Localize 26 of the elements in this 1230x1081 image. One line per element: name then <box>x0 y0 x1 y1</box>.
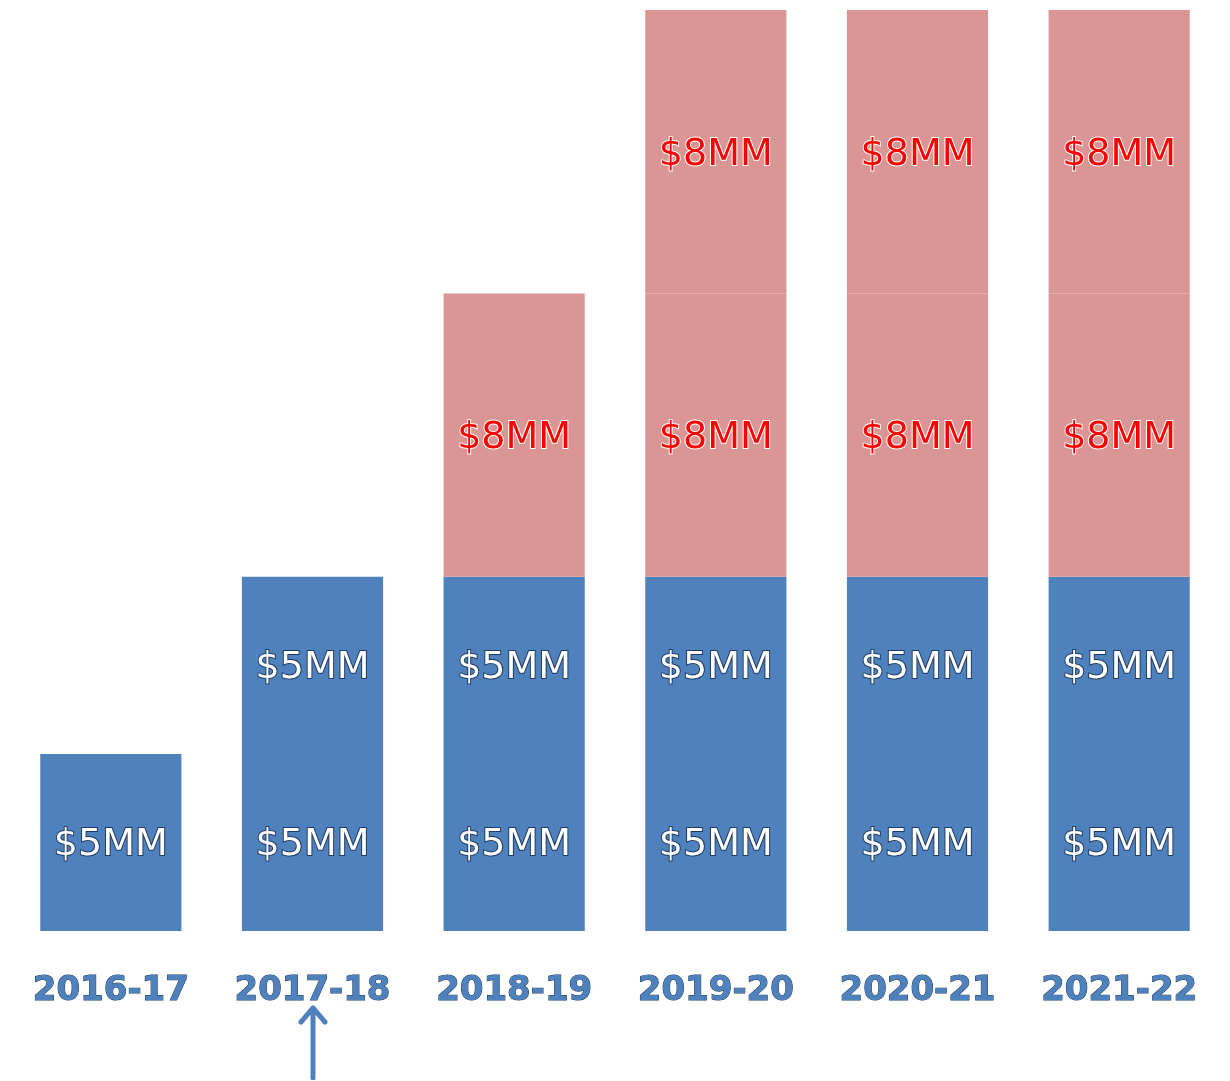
data-label: $8MM <box>860 413 975 458</box>
data-label: $5MM <box>255 643 370 688</box>
data-label: $5MM <box>457 820 572 865</box>
x-tick-label: 2018-19 <box>436 968 593 1008</box>
data-label: $8MM <box>1062 413 1177 458</box>
x-tick-label: 2021-22 <box>1041 968 1198 1008</box>
bar <box>443 293 585 577</box>
data-label: $8MM <box>457 413 572 458</box>
data-label: $8MM <box>658 129 773 174</box>
data-label: $5MM <box>1062 643 1177 688</box>
data-label: $5MM <box>658 820 773 865</box>
data-label: $5MM <box>457 643 572 688</box>
bar <box>40 753 182 931</box>
data-label: $5MM <box>1062 820 1177 865</box>
x-tick-label: 2017-18 <box>234 968 391 1008</box>
data-label: $5MM <box>860 643 975 688</box>
data-label: $8MM <box>1062 129 1177 174</box>
data-label: $5MM <box>658 643 773 688</box>
data-label: $8MM <box>658 413 773 458</box>
data-label: $8MM <box>860 129 975 174</box>
data-label: $5MM <box>53 820 168 865</box>
data-label: $5MM <box>860 820 975 865</box>
x-tick-label: 2020-21 <box>839 968 996 1008</box>
x-tick-label: 2016-17 <box>32 968 189 1008</box>
data-label: $5MM <box>255 820 370 865</box>
x-tick-label: 2019-20 <box>637 968 794 1008</box>
